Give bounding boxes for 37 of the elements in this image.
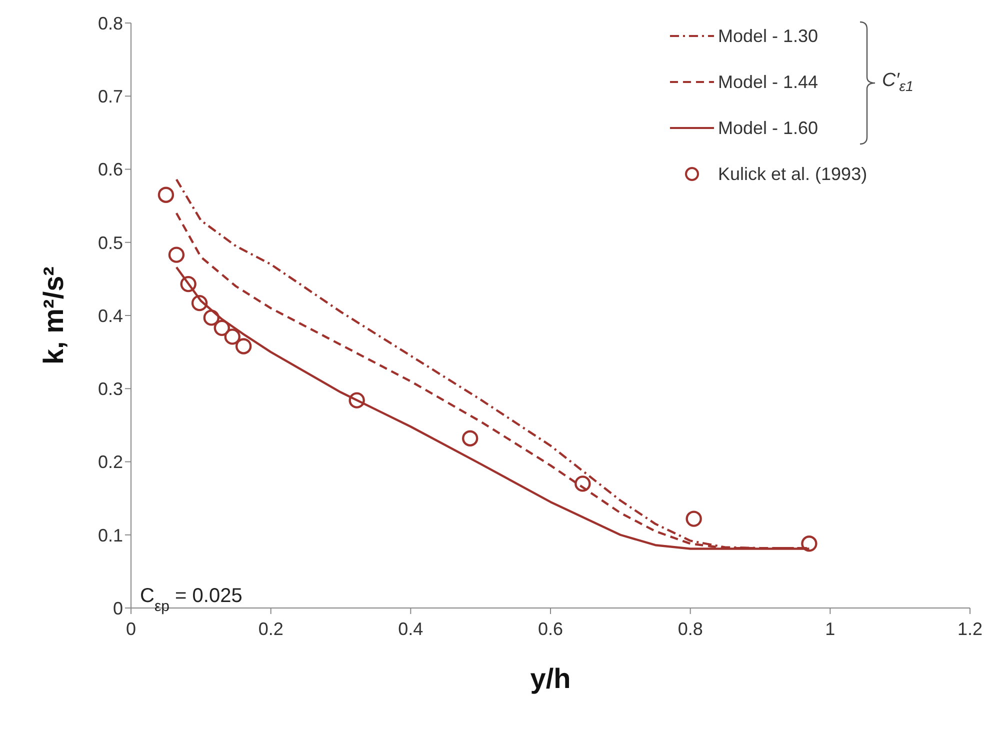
y-tick-label: 0.3 xyxy=(98,379,123,400)
y-tick-label: 0.4 xyxy=(98,306,123,326)
y-axis-title: k, m²/s² xyxy=(38,266,69,365)
x-tick-label: 1.2 xyxy=(957,618,983,639)
legend-label: Model - 1.44 xyxy=(718,72,818,92)
x-tick-label: 1 xyxy=(825,618,836,639)
x-tick-label: 0.6 xyxy=(538,618,564,639)
x-tick-label: 0.2 xyxy=(258,618,284,639)
point xyxy=(686,510,702,527)
legend-label: Kulick et al. (1993) xyxy=(718,164,868,184)
x-axis-title: y/h xyxy=(530,663,571,694)
point xyxy=(801,536,818,552)
y-tick-label: 0.7 xyxy=(98,86,123,107)
point xyxy=(203,310,220,326)
y-tick-label: 0.5 xyxy=(98,232,123,253)
x-tick-label: 0.4 xyxy=(398,618,424,639)
point xyxy=(348,392,365,408)
y-tick-label: 0 xyxy=(112,598,123,618)
point xyxy=(180,276,196,292)
legend-title: C′$_{ε1}$ xyxy=(882,70,914,95)
point xyxy=(462,430,478,446)
y-tick-label: 0.8 xyxy=(98,13,123,34)
point xyxy=(574,476,591,492)
point xyxy=(224,328,240,345)
legend-label: Model - 1.30 xyxy=(718,26,818,46)
point xyxy=(235,338,252,354)
annotation: C$_{εp}$ = 0.025 xyxy=(140,585,242,614)
y-tick-label: 0.2 xyxy=(98,452,123,472)
point xyxy=(214,320,230,336)
point xyxy=(168,246,185,263)
point xyxy=(191,294,208,312)
legend-label: Model - 1.60 xyxy=(718,118,818,138)
y-tick-label: 0.6 xyxy=(98,160,123,180)
y-tick-label: 0.1 xyxy=(98,525,123,546)
x-tick-label: 0.8 xyxy=(678,618,703,639)
x-tick-label: 0 xyxy=(126,618,136,639)
point xyxy=(158,186,174,203)
